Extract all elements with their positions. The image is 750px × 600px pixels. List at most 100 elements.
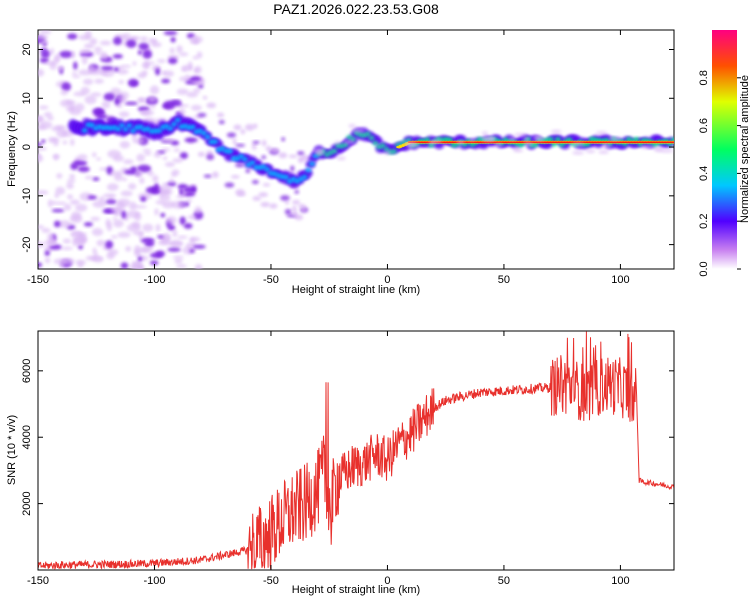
noise-blob <box>137 72 147 79</box>
snr-axes: -150 -100 -50 0 50 100 2000 4000 6000 <box>21 331 674 587</box>
noise-blob <box>169 239 184 248</box>
noise-blob <box>113 219 124 228</box>
noise-blob <box>294 214 304 221</box>
noise-blob <box>260 201 270 208</box>
noise-blob <box>285 201 290 205</box>
noise-blob <box>175 195 186 199</box>
noise-blob <box>41 40 49 45</box>
snr-y-axis-label: SNR (10 * v/v) <box>6 415 18 485</box>
noise-blob <box>82 78 94 85</box>
ridge-mid <box>372 140 379 146</box>
ridge-halo <box>495 143 503 148</box>
noise-blob <box>252 196 262 201</box>
noise-blob <box>126 210 140 218</box>
noise-blob <box>75 203 88 212</box>
snr-y-tick-label: 2000 <box>21 491 33 515</box>
noise-blob <box>174 258 183 264</box>
snr-x-tick-label: -100 <box>143 575 165 587</box>
ridge-halo <box>405 142 417 147</box>
ridge-peak <box>670 141 674 143</box>
noise-blob <box>92 200 107 208</box>
noise-blob <box>152 175 159 183</box>
noise-blob <box>138 42 150 51</box>
ridge-halo <box>550 129 562 134</box>
noise-blob <box>290 165 295 172</box>
noise-blob <box>292 199 301 205</box>
ridge-mid <box>249 160 256 165</box>
noise-blob <box>115 201 126 211</box>
noise-blob <box>139 177 145 185</box>
noise-blob <box>75 259 86 266</box>
noise-blob <box>92 247 97 255</box>
noise-blob <box>172 255 184 259</box>
noise-blob <box>113 217 118 221</box>
ridge-halo <box>456 140 465 145</box>
spectrogram-x-tick-label: 100 <box>611 274 629 286</box>
noise-blob <box>261 155 267 160</box>
noise-blob <box>96 239 106 247</box>
noise-blob <box>72 75 81 79</box>
noise-blob <box>54 192 59 199</box>
spectrogram-marks <box>38 30 674 269</box>
ridge-halo <box>602 144 612 149</box>
noise-blob <box>160 147 171 152</box>
ridge-mid <box>390 149 397 154</box>
noise-blob <box>162 156 168 161</box>
ridge-halo <box>513 132 527 137</box>
noise-blob <box>121 33 132 42</box>
ridge-mid <box>282 174 289 180</box>
noise-blob <box>163 30 178 36</box>
ridge-halo <box>533 135 543 140</box>
noise-blob <box>38 34 49 40</box>
noise-blob <box>147 170 154 177</box>
noise-blob <box>140 196 147 202</box>
noise-blob <box>244 124 255 131</box>
noise-blob <box>134 205 148 209</box>
noise-blob <box>301 206 306 213</box>
noise-blob <box>138 248 151 253</box>
noise-blob <box>172 158 183 163</box>
noise-blob <box>179 216 186 225</box>
noise-blob <box>110 235 118 239</box>
noise-blob <box>186 91 198 98</box>
noise-blob <box>57 220 71 228</box>
noise-blob <box>90 216 100 222</box>
noise-blob <box>169 47 175 54</box>
noise-blob <box>84 175 94 180</box>
noise-blob <box>157 240 172 246</box>
noise-blob <box>83 43 95 49</box>
noise-blob <box>181 67 188 72</box>
ridge-mid <box>238 154 245 159</box>
noise-blob <box>112 54 123 59</box>
noise-blob <box>132 132 137 141</box>
noise-blob <box>131 36 141 41</box>
noise-blob <box>113 67 119 72</box>
noise-blob <box>171 200 185 209</box>
noise-blob <box>91 152 97 158</box>
ridge-mid <box>554 137 561 142</box>
noise-blob <box>135 170 143 178</box>
noise-blob <box>169 178 175 184</box>
ridge-halo <box>640 145 654 150</box>
ridge-halo <box>572 150 584 155</box>
noise-blob <box>176 264 187 268</box>
ridge-halo <box>660 148 674 153</box>
noise-blob <box>230 175 240 179</box>
noise-blob <box>240 129 246 135</box>
noise-blob <box>39 30 52 35</box>
noise-blob <box>226 132 237 138</box>
noise-blob <box>170 140 180 146</box>
noise-blob <box>121 177 128 182</box>
noise-blob <box>194 206 202 214</box>
ridge-mid <box>167 126 174 131</box>
noise-blob <box>252 123 258 129</box>
noise-blob <box>190 80 204 85</box>
noise-blob <box>130 166 138 173</box>
ridge-mid <box>547 137 554 142</box>
noise-blob <box>145 186 158 194</box>
ridge-mid <box>126 123 133 128</box>
noise-blob <box>93 46 103 53</box>
noise-blob <box>80 86 90 96</box>
noise-blob <box>187 61 193 71</box>
